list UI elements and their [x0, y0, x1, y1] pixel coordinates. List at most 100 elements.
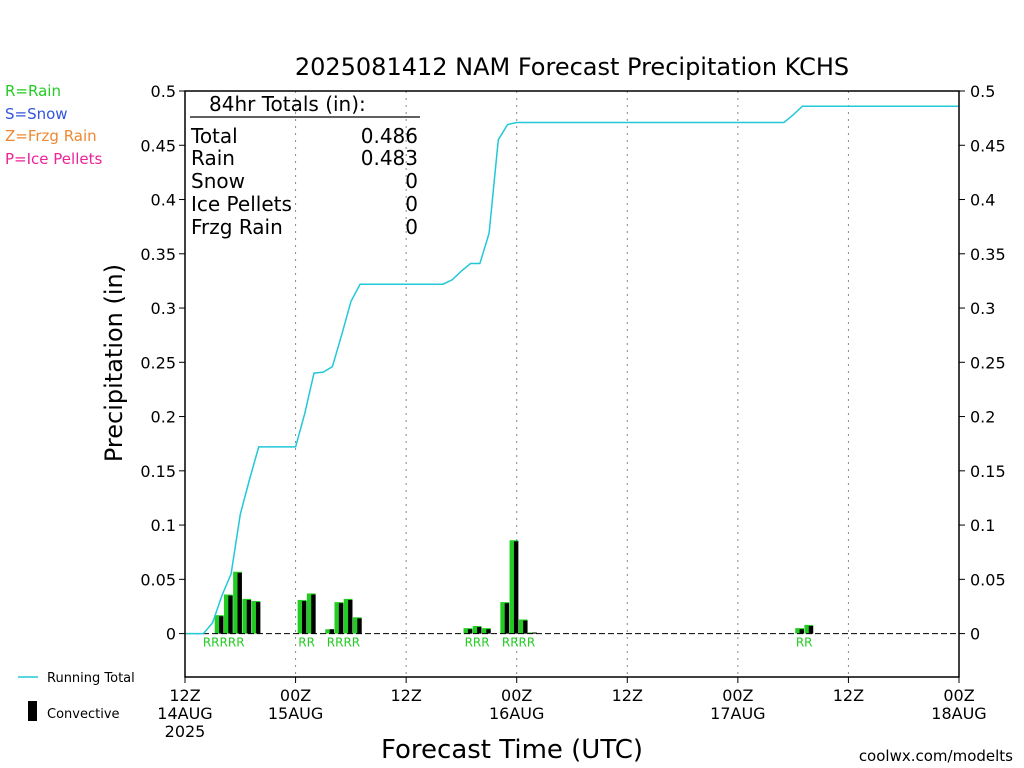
running-total-line: [185, 105, 959, 635]
y-tick-label-left-1: 0.05: [140, 570, 176, 589]
convective-bar-12: [477, 627, 482, 634]
y-tick-label-right-7: 0.35: [970, 245, 1006, 264]
legend-convective-swatch: [28, 701, 37, 721]
y-tick-label-right-4: 0.2: [970, 408, 995, 427]
legend-running-total-label: Running Total: [47, 671, 135, 686]
y-axis-right: 0 0.05 0.1 0.15 0.2 0.25 0.3 0.35 0.4 0.45 0.5: [959, 82, 1006, 644]
precip-type-label-1: RR: [298, 636, 315, 650]
y-tick-label-right-5: 0.25: [970, 353, 1006, 372]
y-tick-label-left-0: 0: [166, 625, 176, 644]
totals-label-snow: Snow: [191, 169, 245, 193]
convective-bar-14: [504, 603, 510, 634]
convective-bar-3: [246, 599, 252, 634]
x-tick-label-1-2: 15AUG: [268, 704, 323, 723]
precip-type-label-2: RRRR: [327, 636, 360, 650]
totals-label-frzg-rain: Frzg Rain: [191, 215, 283, 239]
x-tick-label-2-1: 12Z: [390, 686, 421, 705]
y-tick-label-left-9: 0.45: [140, 136, 176, 155]
legend-rain: R=Rain: [5, 82, 61, 100]
x-tick-label-1-1: 00Z: [280, 686, 311, 705]
convective-bar-4: [255, 602, 261, 634]
totals-value-total: 0.486: [361, 124, 418, 148]
precip-type-label-4: RRRR: [502, 636, 535, 650]
x-axis-label: Forecast Time (UTC): [381, 735, 643, 765]
y-tick-label-right-6: 0.3: [970, 299, 995, 318]
y-tick-label-left-10: 0.5: [151, 82, 176, 101]
legend-ice-pellets: P=Ice Pellets: [5, 150, 102, 168]
convective-bar-9: [348, 599, 353, 634]
y-tick-label-left-5: 0.25: [140, 353, 176, 372]
x-tick-label-0-1: 12Z: [169, 686, 200, 705]
totals-value-snow: 0: [405, 169, 418, 193]
x-tick-label-7-1: 00Z: [943, 686, 974, 705]
legend-frzg-rain: Z=Frzg Rain: [5, 127, 97, 145]
x-tick-label-3-2: 16AUG: [489, 704, 544, 723]
totals-heading: 84hr Totals (in):: [209, 92, 366, 116]
totals-box: 84hr Totals (in): Total 0.486 Rain 0.483…: [190, 92, 420, 239]
convective-bar-16: [523, 620, 528, 634]
precip-bar-17: [528, 632, 537, 634]
precip-bars: [214, 540, 814, 634]
credit-text: coolwx.com/modelts: [859, 747, 1013, 765]
y-tick-label-left-3: 0.15: [140, 462, 176, 481]
y-tick-label-right-3: 0.15: [970, 462, 1006, 481]
precip-type-label-3: RRR: [465, 636, 490, 650]
y-axis-left: 0 0.05 0.1 0.15 0.2 0.25 0.3 0.35 0.4 0.45 0.5: [140, 82, 185, 644]
convective-bar-10: [357, 618, 362, 634]
y-tick-label-right-9: 0.45: [970, 136, 1006, 155]
x-tick-label-3-1: 00Z: [501, 686, 532, 705]
y-tick-label-right-2: 0.1: [970, 516, 995, 535]
totals-value-rain: 0.483: [361, 146, 418, 170]
legend-convective-label: Convective: [47, 707, 120, 722]
y-tick-label-left-4: 0.2: [151, 408, 176, 427]
convective-bar-19: [808, 625, 814, 634]
x-tick-label-0-3: 2025: [165, 722, 206, 741]
running-total-series: [185, 105, 959, 635]
totals-value-frzg-rain: 0: [405, 215, 418, 239]
y-tick-label-right-0: 0: [970, 625, 980, 644]
totals-label-rain: Rain: [191, 146, 235, 170]
y-tick-label-right-10: 0.5: [970, 82, 995, 101]
y-tick-label-left-2: 0.1: [151, 516, 176, 535]
totals-label-total: Total: [190, 124, 238, 148]
totals-value-ice-pellets: 0: [405, 192, 418, 216]
precip-type-label-0: RRRRR: [203, 636, 245, 650]
convective-bar-18: [799, 629, 804, 634]
convective-bar-15: [513, 541, 519, 634]
grid-lines: [295, 91, 849, 677]
plot-frame: [184, 90, 960, 678]
convective-bar-2: [237, 572, 242, 634]
precip-type-label-5: RR: [796, 636, 813, 650]
y-tick-label-right-8: 0.4: [970, 191, 995, 210]
y-tick-label-left-6: 0.3: [151, 299, 176, 318]
chart-title: 2025081412 NAM Forecast Precipitation KC…: [295, 53, 849, 81]
convective-bar-6: [311, 594, 316, 634]
convective-bar-8: [338, 603, 344, 634]
y-tick-label-right-1: 0.05: [970, 570, 1006, 589]
x-tick-label-5-1: 00Z: [722, 686, 753, 705]
convective-bar-13: [486, 629, 491, 634]
precip-bar-9: [343, 598, 353, 634]
precip-type-labels: RRRRR RR RRRR RRR RRRR RR: [203, 636, 813, 650]
convective-bar-17: [532, 632, 537, 634]
convective-bar-5: [302, 601, 307, 634]
x-tick-label-4-1: 12Z: [612, 686, 643, 705]
convective-bar-0: [219, 616, 224, 634]
precip-type-legend: R=Rain S=Snow Z=Frzg Rain P=Ice Pellets: [5, 82, 102, 168]
series-legend: Running Total Convective: [18, 671, 135, 722]
y-tick-label-left-7: 0.35: [140, 245, 176, 264]
y-tick-label-left-8: 0.4: [151, 191, 176, 210]
convective-bar-1: [228, 595, 233, 634]
convective-bar-7: [329, 629, 335, 634]
x-tick-label-0-2: 14AUG: [157, 704, 212, 723]
y-axis-label: Precipitation (in): [100, 264, 128, 462]
legend-snow: S=Snow: [5, 105, 68, 123]
totals-label-ice-pellets: Ice Pellets: [191, 192, 292, 216]
precip-bar-12: [472, 625, 482, 634]
x-tick-label-6-1: 12Z: [833, 686, 864, 705]
convective-bar-11: [467, 629, 473, 634]
x-tick-label-7-2: 18AUG: [931, 704, 986, 723]
x-tick-label-5-2: 17AUG: [710, 704, 765, 723]
